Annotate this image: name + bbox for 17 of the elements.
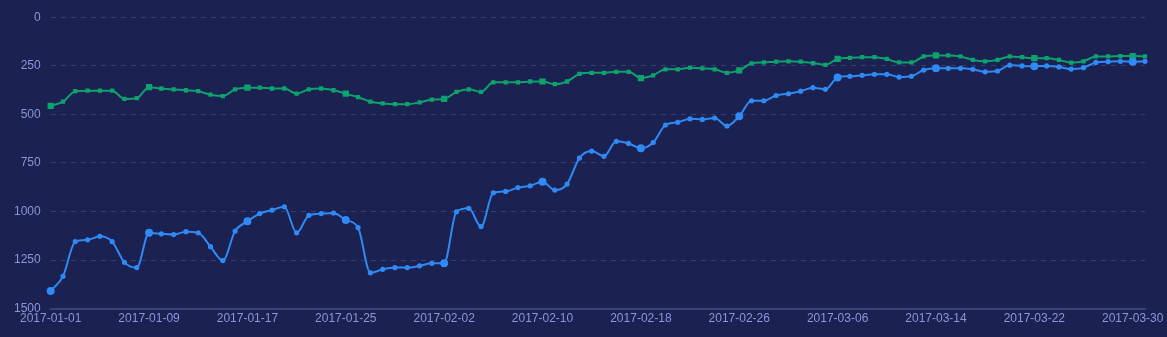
y-tick-label: 1250 [13, 252, 42, 267]
x-tick-label: 2017-01-09 [118, 311, 181, 326]
y-tick-label: 0 [34, 9, 42, 24]
x-tick-label: 2017-03-30 [1102, 311, 1164, 326]
x-tick-label: 2017-03-22 [1003, 311, 1066, 326]
y-tick-label: 750 [20, 155, 42, 170]
y-tick-label: 1000 [13, 203, 42, 218]
x-tick-label: 2017-03-06 [806, 311, 869, 326]
x-tick-label: 2017-02-26 [708, 311, 771, 326]
y-tick-label: 500 [20, 106, 42, 121]
x-tick-label: 2017-01-25 [315, 311, 377, 326]
x-tick-label: 2017-01-17 [216, 311, 279, 326]
y-tick-label: 250 [20, 58, 42, 73]
x-tick-label: 2017-02-18 [610, 311, 672, 326]
x-tick-label: 2017-02-02 [413, 311, 476, 326]
x-tick-label: 2017-02-10 [511, 311, 574, 326]
x-tick-label: 2017-03-14 [905, 311, 967, 326]
